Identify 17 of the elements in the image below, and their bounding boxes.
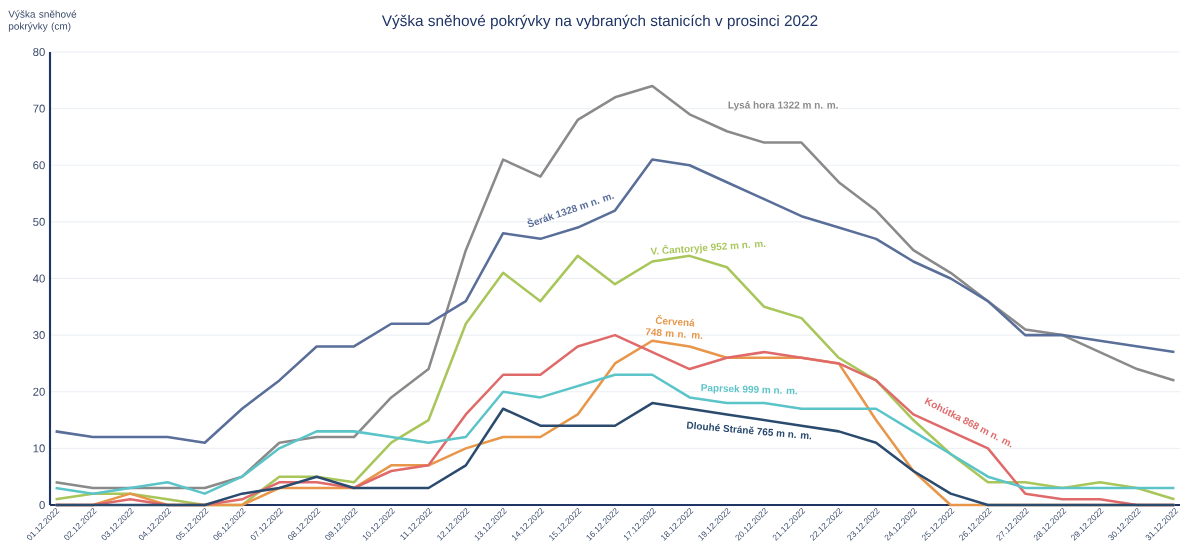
series-label: Dlouhé Stráně 765 m n. m. [686, 421, 812, 440]
series-label: Paprsek 999 m n. m. [701, 384, 798, 395]
y-tick-label: 30 [33, 331, 45, 340]
text: Šerák 1328 m n. m. [527, 194, 615, 228]
series-label: V. Čantoryje 952 m n. m. [650, 241, 766, 255]
y-tick-label: 50 [33, 217, 45, 226]
series-label: Lysá hora 1322 m n. m. [728, 101, 838, 111]
y-tick-label: 40 [32, 274, 45, 283]
y-tick-label: 0 [39, 500, 45, 509]
text: Výška sněhové pokrývky (cm) [8, 10, 77, 32]
y-tick-label: 60 [33, 161, 45, 170]
y-tick-label: 80 [33, 47, 45, 56]
y-tick-label: 10 [33, 444, 45, 453]
chart-title: Výška sněhové pokrývky na vybraných stanicích v prosinci 2022 [381, 14, 818, 30]
series-label: Červená 748 m n. m. [645, 314, 703, 339]
y-tick-label: 20 [33, 387, 45, 396]
y-tick-label: 70 [33, 104, 45, 113]
